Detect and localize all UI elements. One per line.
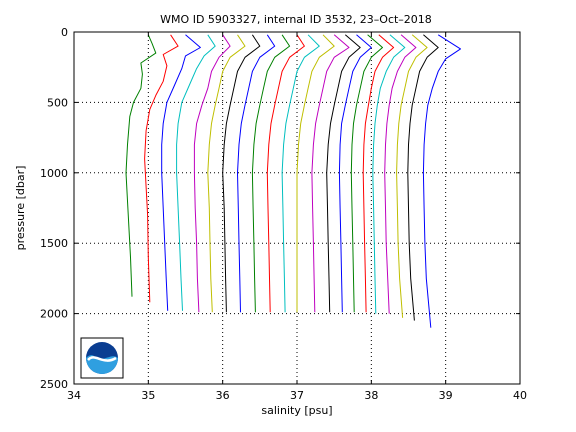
profile-line-13: [311, 34, 350, 313]
profile-line-20: [396, 34, 428, 318]
profile-line-3: [161, 34, 201, 311]
y-tick-label: 1000: [40, 167, 68, 180]
x-tick-label: 34: [67, 389, 81, 402]
x-tick-label: 35: [141, 389, 155, 402]
profile-line-1: [125, 34, 157, 297]
y-axis-label: pressure [dbar]: [14, 166, 27, 251]
profile-line-4: [176, 34, 216, 311]
x-tick-label: 37: [290, 389, 304, 402]
y-tick-label: 2500: [40, 378, 68, 391]
profile-line-8: [237, 34, 276, 313]
x-tick-label: 40: [513, 389, 527, 402]
profile-line-10: [266, 34, 305, 313]
series-layer: [125, 34, 461, 328]
profile-line-9: [251, 34, 291, 313]
x-tick-label: 36: [216, 389, 230, 402]
y-tick-label: 2000: [40, 308, 68, 321]
profile-line-5: [193, 34, 231, 313]
profile-line-16: [350, 34, 383, 313]
chart-title: WMO ID 5903327, internal ID 3532, 23–Oct…: [160, 13, 432, 26]
profile-line-12: [296, 34, 335, 313]
profile-line-18: [372, 34, 406, 314]
profile-line-15: [338, 34, 372, 313]
profile-line-11: [281, 34, 320, 313]
y-tick-label: 500: [47, 96, 68, 109]
profile-line-2: [144, 34, 179, 303]
y-tick-label: 0: [61, 26, 68, 39]
axis-ticks: 34 35 36 37 38 39 40 0 500 1000 1500 2000 2500: [40, 26, 527, 402]
x-axis-label: salinity [psu]: [261, 404, 332, 417]
profile-line-21: [407, 34, 439, 321]
profile-line-7: [222, 34, 261, 313]
x-tick-label: 39: [439, 389, 453, 402]
noaa-logo: [80, 337, 124, 379]
profile-line-6: [207, 34, 246, 313]
profile-line-22: [422, 34, 461, 328]
x-tick-label: 38: [364, 389, 378, 402]
profile-line-19: [384, 34, 417, 314]
profile-line-14: [326, 34, 361, 313]
profile-line-17: [362, 34, 395, 313]
y-tick-label: 1500: [40, 237, 68, 250]
